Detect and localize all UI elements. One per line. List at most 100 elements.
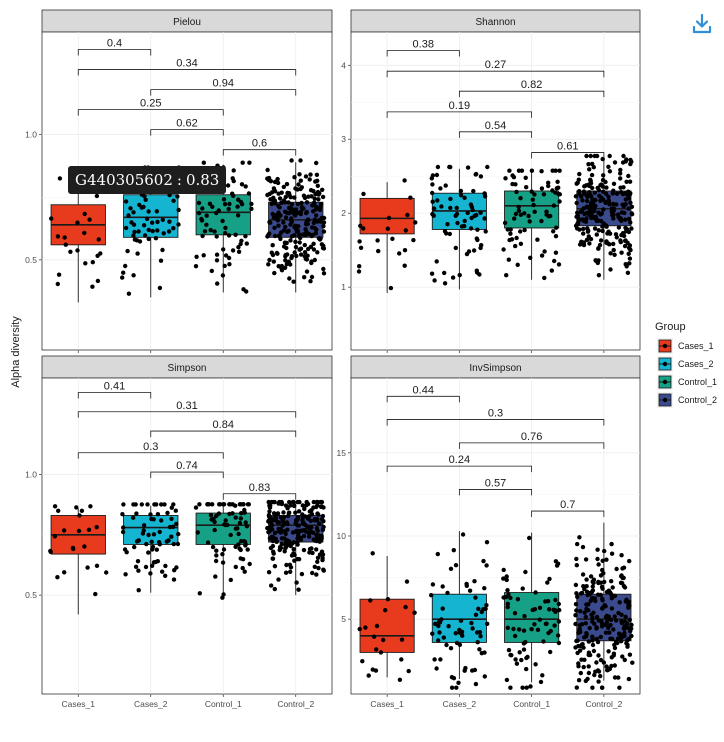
data-point: [523, 569, 528, 575]
data-point: [298, 209, 304, 214]
legend: Group Cases_1 Cases_2 Control_1 Control_2: [655, 321, 717, 408]
facet-title: Shannon: [475, 17, 515, 28]
data-point: [556, 601, 561, 607]
data-point: [282, 265, 288, 270]
y-tick-label: 15: [337, 448, 347, 458]
data-point: [370, 551, 375, 556]
data-point: [281, 510, 286, 515]
data-point: [511, 626, 516, 632]
bracket-line: [386, 111, 533, 118]
data-point: [169, 505, 174, 510]
legend-label: Control_1: [678, 377, 717, 387]
data-point: [584, 632, 589, 637]
data-point: [61, 528, 67, 533]
data-point: [214, 513, 219, 519]
data-point: [608, 636, 613, 641]
data-point: [222, 522, 227, 527]
data-point: [173, 508, 178, 513]
data-point: [120, 512, 125, 517]
data-point: [136, 588, 141, 593]
data-point: [236, 542, 241, 547]
data-point: [139, 502, 144, 507]
data-point: [604, 664, 609, 669]
data-point: [314, 172, 320, 177]
data-point: [438, 186, 443, 191]
data-point: [311, 209, 316, 214]
data-point: [506, 257, 511, 262]
data-point: [580, 198, 585, 203]
data-point: [600, 567, 605, 573]
comparison-bracket: 0.94: [150, 78, 297, 96]
data-point: [504, 273, 509, 278]
data-point: [210, 544, 216, 550]
data-point: [55, 234, 61, 239]
data-point: [473, 612, 479, 617]
data-point: [307, 530, 312, 536]
p-value-label: 0.4: [107, 38, 122, 50]
data-point: [222, 202, 228, 207]
data-point: [125, 248, 130, 254]
data-point: [485, 164, 490, 170]
data-point: [214, 548, 219, 553]
data-point: [609, 541, 614, 547]
data-point: [202, 229, 208, 234]
data-point: [413, 220, 418, 225]
data-point: [226, 233, 232, 238]
data-point: [291, 503, 297, 509]
data-point: [284, 240, 289, 246]
data-point: [455, 220, 460, 226]
data-point: [289, 202, 295, 207]
data-point: [266, 177, 271, 183]
jitter-points: [357, 532, 635, 690]
p-value-label: 0.74: [176, 460, 197, 472]
data-point: [526, 213, 531, 219]
data-point: [57, 176, 63, 181]
data-point: [200, 233, 205, 239]
data-point: [445, 222, 450, 227]
y-tick-label: 10: [337, 531, 347, 541]
data-point: [135, 251, 140, 256]
data-point: [471, 188, 476, 194]
data-point: [205, 540, 211, 545]
data-point: [501, 595, 506, 600]
data-point: [439, 204, 444, 209]
data-point: [275, 180, 281, 186]
data-point: [268, 503, 273, 508]
data-point: [629, 622, 634, 628]
data-point: [546, 630, 551, 636]
y-tick-label: 1: [341, 282, 346, 292]
data-point: [284, 245, 289, 251]
data-point: [374, 647, 379, 652]
data-point: [303, 529, 309, 534]
data-point: [614, 191, 620, 196]
data-point: [267, 536, 273, 541]
data-point: [577, 171, 582, 177]
y-tick-label: 0.5: [25, 590, 37, 600]
data-point: [52, 534, 58, 539]
data-point: [529, 189, 534, 194]
data-point: [176, 531, 181, 537]
data-point: [307, 177, 312, 182]
data-point: [123, 199, 129, 204]
data-point: [627, 192, 633, 197]
p-value-label: 0.34: [176, 58, 197, 70]
data-point: [578, 209, 584, 214]
data-point: [556, 185, 561, 190]
data-point: [473, 681, 479, 687]
data-point: [604, 185, 609, 190]
p-value-label: 0.62: [176, 118, 197, 130]
data-point: [288, 569, 293, 574]
y-tick-label: 2: [341, 208, 346, 218]
data-point: [609, 606, 615, 611]
data-point: [222, 263, 227, 269]
data-point: [155, 228, 160, 233]
data-point: [166, 538, 171, 543]
data-point: [79, 508, 85, 513]
data-point: [551, 203, 557, 208]
data-point: [311, 505, 316, 510]
data-point: [283, 215, 289, 220]
download-button[interactable]: [690, 12, 714, 36]
data-point: [626, 636, 631, 642]
data-point: [462, 668, 467, 673]
data-point: [516, 627, 522, 632]
